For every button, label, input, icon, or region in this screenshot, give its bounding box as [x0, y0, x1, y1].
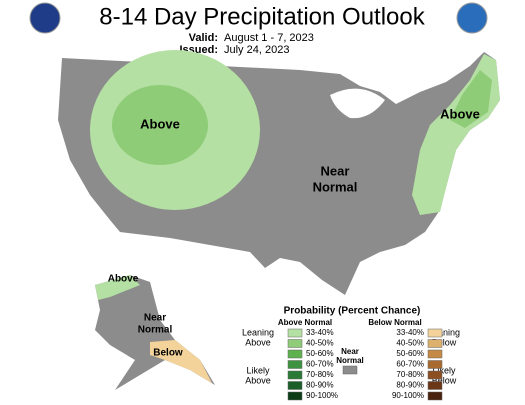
issued-date: July 24, 2023 [224, 44, 289, 56]
legend-range: 33-40% [306, 328, 334, 337]
legend-swatch [287, 339, 303, 348]
legend-title: Probability (Percent Chance) [284, 306, 421, 317]
valid-label: Valid: [189, 32, 218, 44]
maps [58, 50, 500, 390]
map-label: Above [108, 274, 139, 285]
title: 8-14 Day Precipitation Outlook [99, 3, 426, 30]
legend-swatch [287, 360, 303, 369]
map-label: Normal [138, 325, 173, 336]
group-label: Above [245, 337, 271, 347]
legend-range: 80-90% [306, 381, 334, 390]
map-label: Below [153, 348, 183, 359]
legend-swatch [427, 349, 443, 359]
alaska-above [95, 275, 140, 300]
map-label: Near [144, 313, 166, 324]
group-label: Leaning [242, 327, 274, 337]
legend-swatch [287, 381, 303, 390]
legend-range: 50-60% [396, 349, 424, 358]
near-swatch [342, 365, 358, 375]
alaska-below [150, 340, 212, 383]
legend-swatch [427, 328, 443, 338]
legend-range: 40-50% [396, 339, 424, 348]
map-label: Normal [313, 179, 358, 194]
group-label: Above [245, 375, 271, 385]
doc-logo [29, 2, 61, 34]
legend-swatch [427, 381, 443, 390]
legend: Probability (Percent Chance) Above Norma… [242, 306, 460, 401]
group-label: Leaning [428, 327, 460, 337]
legend-swatch [427, 391, 443, 401]
group-label: Likely [432, 365, 456, 375]
near-label: Near [341, 347, 359, 356]
valid-dates: August 1 - 7, 2023 [224, 32, 314, 44]
group-label: Below [432, 375, 457, 385]
legend-range: 70-80% [306, 370, 334, 379]
legend-heading: Below Normal [368, 318, 421, 327]
group-label: Below [432, 337, 457, 347]
east-above-40-50 [450, 70, 492, 128]
near-label: Normal [336, 356, 364, 365]
great-lakes [330, 88, 385, 119]
legend-swatch [427, 360, 443, 369]
legend-range: 60-70% [396, 360, 424, 369]
legend-range: 90-100% [306, 391, 338, 400]
legend-swatch [427, 339, 443, 348]
legend-range: 80-90% [396, 381, 424, 390]
legend-swatch [287, 391, 303, 401]
legend-heading: Above Normal [278, 318, 332, 327]
legend-swatch [427, 370, 443, 380]
legend-range: 90-100% [392, 391, 424, 400]
legend-range: 33-40% [396, 328, 424, 337]
legend-swatch [287, 328, 303, 338]
map-label: Near [321, 163, 350, 178]
legend-swatch [287, 370, 303, 380]
legend-range: 60-70% [306, 360, 334, 369]
legend-range: 50-60% [306, 349, 334, 358]
legend-range: 70-80% [396, 370, 424, 379]
map-label: Above [440, 106, 480, 121]
noaa-logo [456, 2, 488, 34]
map-label: Above [140, 116, 180, 131]
group-label: Likely [246, 365, 270, 375]
west-above-40-50 [112, 85, 208, 165]
legend-swatch [287, 349, 303, 359]
legend-range: 40-50% [306, 339, 334, 348]
